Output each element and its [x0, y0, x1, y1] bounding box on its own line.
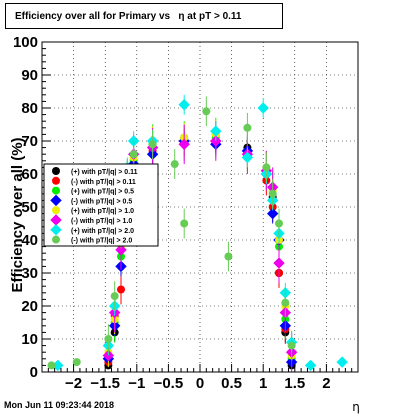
- y-tick-label: 80: [21, 100, 38, 117]
- data-point: [281, 298, 290, 307]
- data-point: [129, 150, 138, 159]
- legend-label: (+) with pT/|q| > 2.0: [71, 228, 134, 235]
- x-tick-label: 0: [196, 375, 204, 392]
- data-point: [115, 244, 127, 256]
- data-point: [266, 207, 279, 220]
- y-tick-label: 30: [21, 265, 38, 282]
- x-tick-label: 2: [322, 375, 330, 392]
- axis-ticks: [41, 41, 359, 373]
- y-tick-label: 20: [21, 298, 38, 315]
- y-tick-label: 70: [21, 133, 38, 150]
- data-point: [104, 335, 113, 343]
- y-tick-label: 100: [13, 34, 38, 51]
- y-axis-label: Efficiency over all (%): [9, 137, 26, 292]
- data-point: [304, 359, 317, 372]
- data-point: [257, 102, 269, 114]
- data-point: [178, 138, 190, 151]
- legend-marker: [50, 224, 62, 236]
- data-point: [336, 356, 348, 368]
- data-point: [47, 361, 56, 370]
- timestamp: Mon Jun 11 09:23:44 2018: [4, 400, 115, 410]
- data-point: [275, 219, 283, 228]
- x-tick-label: 0.5: [221, 375, 242, 392]
- data-point: [273, 257, 285, 269]
- data-point: [287, 341, 296, 350]
- data-point: [262, 163, 271, 172]
- y-tick-label: 90: [21, 67, 38, 84]
- x-tick-label: −1: [128, 375, 145, 392]
- y-tick-label: 50: [21, 199, 38, 216]
- data-point: [148, 140, 157, 149]
- data-point: [241, 151, 254, 164]
- x-tick-label: −2: [65, 375, 82, 392]
- legend-label: (-) with pT/|q| > 1.0: [71, 218, 132, 225]
- data-point: [243, 123, 252, 132]
- legend: (+) with pT/|q| > 0.11 (-) with pT/|q| > …: [43, 163, 159, 247]
- y-tick-label: 60: [21, 166, 38, 183]
- x-tick-label: −1.5: [90, 375, 120, 392]
- data-point: [72, 358, 81, 367]
- data-point: [224, 252, 233, 261]
- y-tick-label: 40: [21, 232, 38, 249]
- legend-label: (+) with pT/|q| > 0.11: [71, 169, 138, 176]
- data-point: [170, 160, 179, 169]
- x-axis-label: η: [352, 400, 360, 414]
- legend-marker: [52, 186, 60, 195]
- legend-marker: [52, 176, 60, 185]
- legend-label: (+) with pT/|q| > 0.5: [71, 189, 134, 196]
- x-tick-label: −0.5: [154, 375, 184, 392]
- data-point: [202, 107, 211, 116]
- y-tick-label: 10: [21, 331, 38, 348]
- tick-labels: −2 −1.5 −1 −0.5 0 0.5 1 1.5 20102030405060708090…: [13, 34, 331, 392]
- data-point: [178, 98, 190, 111]
- y-tick-label: 0: [30, 364, 38, 381]
- x-tick-label: 1: [259, 375, 267, 392]
- legend-label: (-) with pT/|q| > 0.11: [71, 179, 136, 186]
- data-point: [110, 292, 119, 301]
- legend-marker: [52, 206, 60, 215]
- chart-title: Efficiency over all for Primary vs η at …: [15, 11, 242, 22]
- x-tick-label: 1.5: [284, 375, 305, 392]
- data-point: [210, 125, 222, 137]
- legend-marker: [52, 235, 60, 244]
- legend-marker: [52, 167, 60, 175]
- data-point: [180, 219, 189, 228]
- legend-label: (-) with pT/|q| > 0.5: [71, 198, 132, 205]
- legend-label: (-) with pT/|q| > 2.0: [71, 238, 132, 245]
- legend-marker: [50, 194, 62, 207]
- data-point: [268, 189, 277, 198]
- data-point: [117, 285, 125, 294]
- legend-label: (+) with pT/|q| > 1.0: [71, 208, 134, 215]
- legend-box: [43, 163, 159, 247]
- chart-title-box: Efficiency over all for Primary vs η at …: [5, 3, 283, 29]
